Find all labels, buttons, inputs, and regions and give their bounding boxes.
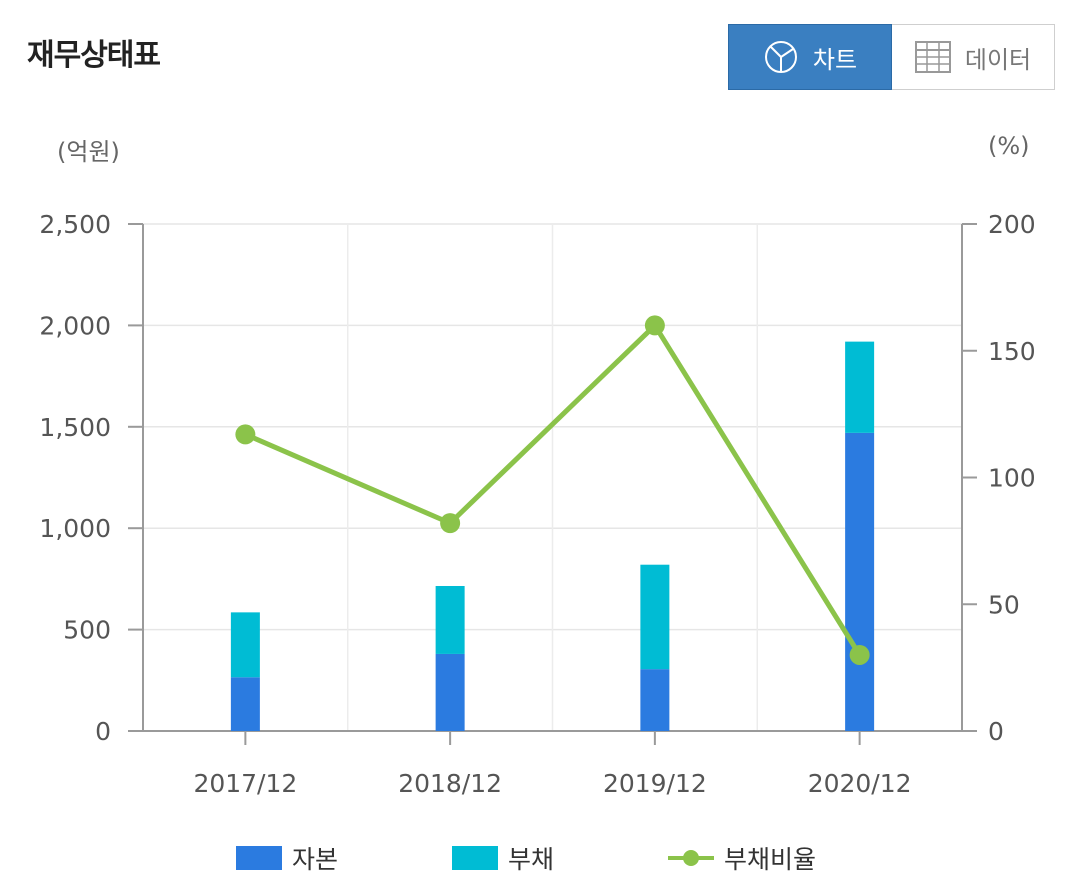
bar-capital (640, 669, 670, 731)
legend-swatch-liability (452, 846, 498, 870)
chart-view-button[interactable]: 차트 (728, 24, 892, 90)
bar-liability (230, 612, 260, 678)
bar-capital (435, 653, 465, 731)
right-axis-unit: (%) (988, 132, 1030, 160)
legend-label-capital: 자본 (292, 845, 339, 874)
ratio-point (849, 644, 870, 665)
chart-legend: 자본 부채 부채비율 (0, 838, 1080, 878)
legend-label-ratio: 부채비율 (724, 845, 817, 874)
data-view-button[interactable]: 데이터 (892, 24, 1055, 90)
legend-swatch-capital (236, 846, 282, 870)
right-axis-tick-label: 100 (988, 464, 1036, 493)
right-axis-tick-label: 0 (988, 717, 1004, 746)
ratio-point (644, 315, 665, 336)
pie-chart-icon (764, 41, 797, 73)
financial-chart: 0 500 1,000 1,500 2,000 2,500 0 50 100 150 200 2017… (39, 210, 1036, 798)
left-axis-tick-label: 500 (63, 616, 111, 645)
legend-item-ratio[interactable]: 부채비율 (668, 838, 816, 878)
bar-capital (845, 432, 875, 731)
bar-liability (435, 585, 465, 654)
x-axis-tick-label: 2020/12 (808, 769, 912, 798)
left-axis-unit: (억원) (57, 138, 120, 166)
left-axis-tick-label: 0 (95, 717, 111, 746)
left-axis-tick-label: 1,500 (39, 413, 111, 442)
ratio-point (440, 513, 461, 534)
right-axis-tick-label: 50 (988, 590, 1020, 619)
bar-liability (640, 564, 670, 670)
view-toggle: 차트 데이터 (728, 24, 1055, 90)
legend-label-liability: 부채 (508, 845, 555, 874)
ratio-line (244, 322, 862, 657)
x-axis-tick-label: 2019/12 (603, 769, 707, 798)
chart-view-label: 차트 (812, 45, 858, 74)
right-axis-tick-label: 200 (988, 210, 1036, 239)
legend-swatch-ratio (668, 850, 714, 866)
left-axis-tick-label: 1,000 (39, 514, 111, 543)
x-axis-tick-label: 2017/12 (193, 769, 297, 798)
left-axis-tick-label: 2,000 (39, 311, 111, 340)
ratio-point (235, 424, 256, 445)
table-grid-icon (914, 41, 951, 73)
legend-item-capital[interactable]: 자본 (236, 838, 338, 878)
page-title: 재무상태표 (27, 38, 161, 73)
bar-capital (230, 677, 260, 731)
x-axis-tick-label: 2018/12 (398, 769, 502, 798)
data-view-label: 데이터 (964, 45, 1032, 74)
legend-item-liability[interactable]: 부채 (452, 838, 554, 878)
right-axis-tick-label: 150 (988, 337, 1036, 366)
bar-liability (845, 341, 875, 433)
left-axis-tick-label: 2,500 (39, 210, 111, 239)
